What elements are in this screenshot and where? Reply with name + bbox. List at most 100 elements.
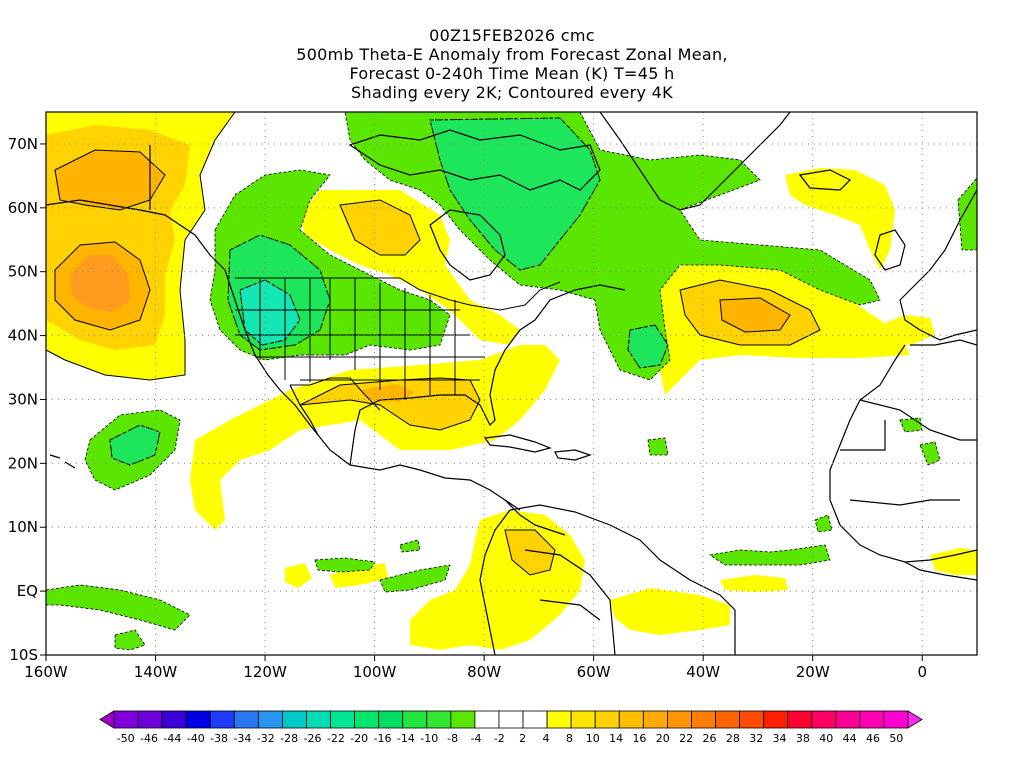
colorbar-label: 10 bbox=[586, 732, 600, 745]
colorbar-label: -20 bbox=[350, 732, 368, 745]
colorbar-swatch bbox=[330, 710, 356, 729]
colorbar-swatch bbox=[209, 710, 235, 729]
contour-pos-alaska-4 bbox=[46, 112, 236, 381]
colorbar-label: 16 bbox=[632, 732, 646, 745]
coast-iceland bbox=[798, 169, 852, 191]
shade-subtropic-pos-strong bbox=[360, 384, 415, 402]
colorbar-swatch bbox=[691, 710, 716, 729]
colorbar-label: -22 bbox=[327, 732, 345, 745]
border-us-states-1 bbox=[259, 278, 456, 400]
coast-africa bbox=[829, 344, 977, 563]
colorbar-label: -4 bbox=[470, 732, 481, 745]
title-line-2: 500mb Theta-E Anomaly from Forecast Zona… bbox=[296, 45, 728, 64]
contour-neg-ecan-4 bbox=[429, 117, 601, 271]
border-sa-1 bbox=[524, 549, 616, 655]
contour-neg-hawaii-4 bbox=[109, 424, 161, 466]
shade-eq-pos-1 bbox=[285, 563, 312, 588]
contour-pos-subtropic-4 bbox=[299, 377, 481, 431]
colorbar-label: -10 bbox=[420, 732, 438, 745]
colorbar-label: 14 bbox=[609, 732, 623, 745]
contour-neg-atl-4 bbox=[627, 324, 669, 369]
colorbar-swatch bbox=[306, 710, 331, 729]
colorbar-swatch bbox=[666, 710, 692, 729]
colorbar-swatch bbox=[426, 710, 452, 729]
shade-eqpac-neg-2 bbox=[114, 629, 146, 651]
colorbar-label: 34 bbox=[773, 732, 787, 745]
shade-atl-pos-strong bbox=[720, 298, 790, 332]
lat-tick-label: EQ bbox=[17, 582, 38, 600]
title-line-4: Shading every 2K; Contoured every 4K bbox=[351, 83, 673, 102]
colorbar-swatch bbox=[642, 710, 668, 729]
colorbar-swatch bbox=[739, 710, 765, 729]
colorbar-label: -44 bbox=[163, 732, 181, 745]
colorbar-label: -46 bbox=[140, 732, 158, 745]
coast-central-america bbox=[504, 499, 566, 536]
lon-tick-label: 0 bbox=[917, 663, 927, 681]
title-line-1: 00Z15FEB2026 cmc bbox=[429, 26, 595, 45]
contour-neg-wus-4 bbox=[227, 234, 331, 351]
colorbar-label: 50 bbox=[889, 732, 903, 745]
coast-europe bbox=[899, 189, 977, 341]
gridlines bbox=[46, 112, 977, 655]
political-borders bbox=[235, 277, 561, 411]
shade-natl-pos bbox=[785, 168, 895, 270]
longitude-axis: 160W 140W 120W 100W 80W 60W 40W 20W 0 bbox=[24, 655, 927, 681]
colorbar-arrow-high bbox=[907, 710, 923, 729]
shade-npac-pos-max bbox=[70, 255, 130, 312]
lon-tick-label: 20W bbox=[796, 663, 830, 681]
shade-eq-pos-3 bbox=[720, 575, 788, 592]
coast-sa-west bbox=[479, 509, 511, 655]
colorbar: -50 -46 -44 -40 -38 -34 -32 -28 -26 -22 -20 -16 -14-… bbox=[99, 710, 923, 745]
contour-pos-atl-8 bbox=[719, 297, 791, 333]
coast-cuba bbox=[483, 434, 552, 453]
shade-atl-neg-small bbox=[647, 437, 669, 456]
shade-greenland-east-neg bbox=[957, 177, 977, 251]
shade-subtropic-pos-mid bbox=[300, 378, 480, 430]
border-africa-3 bbox=[849, 499, 960, 506]
colorbar-swatch bbox=[474, 710, 500, 729]
lon-tick-label: 120W bbox=[243, 663, 287, 681]
shade-eqpac-neg-5 bbox=[399, 539, 421, 553]
colorbar-label: 2 bbox=[519, 732, 526, 745]
colorbar-label: -26 bbox=[304, 732, 322, 745]
colorbar-label: 44 bbox=[843, 732, 857, 745]
lon-tick-label: 80W bbox=[467, 663, 501, 681]
colorbar-swatch bbox=[498, 710, 524, 729]
coast-hawaii bbox=[49, 454, 76, 469]
lat-tick-label: 10S bbox=[9, 646, 38, 664]
colorbar-label: 20 bbox=[656, 732, 670, 745]
shade-sa-east-pos bbox=[610, 588, 730, 635]
shade-eqpac-neg-4 bbox=[379, 564, 451, 593]
title-line-3: Forecast 0-240h Time Mean (K) T=45 h bbox=[349, 64, 675, 83]
colorbar-label: 22 bbox=[679, 732, 693, 745]
contour-pos-atl-4 bbox=[679, 279, 821, 346]
map-frame bbox=[45, 111, 978, 656]
colorbar-label: -40 bbox=[187, 732, 205, 745]
colorbar-label: -32 bbox=[257, 732, 275, 745]
lon-tick-label: 60W bbox=[577, 663, 611, 681]
colorbar-swatch bbox=[835, 710, 861, 729]
colorbar-label: -16 bbox=[374, 732, 392, 745]
coast-baja bbox=[289, 384, 319, 436]
coast-west-africa-gulf bbox=[904, 561, 977, 581]
colorbar-swatch bbox=[161, 710, 187, 729]
colorbar-label: -28 bbox=[280, 732, 298, 745]
colorbar-label: 4 bbox=[543, 732, 550, 745]
colorbar-label: -2 bbox=[494, 732, 505, 745]
colorbar-swatch bbox=[883, 710, 909, 729]
contour-pos-sa-4 bbox=[504, 529, 556, 576]
lat-tick-label: 10N bbox=[8, 518, 38, 536]
lon-tick-label: 100W bbox=[353, 663, 397, 681]
lon-tick-label: 140W bbox=[134, 663, 178, 681]
colorbar-label: -8 bbox=[447, 732, 458, 745]
anomaly-contours bbox=[46, 112, 821, 576]
negative-contours bbox=[109, 117, 669, 466]
shade-eq-pos-2 bbox=[330, 563, 388, 588]
lat-tick-label: 20N bbox=[8, 454, 38, 472]
contour-pos-npac-8 bbox=[54, 241, 151, 331]
lat-tick-label: 40N bbox=[8, 327, 38, 345]
coast-na-west bbox=[224, 269, 521, 511]
colorbar-swatch bbox=[450, 710, 476, 729]
shade-africa-pos bbox=[930, 548, 977, 575]
positive-anomaly-shading bbox=[46, 112, 977, 650]
